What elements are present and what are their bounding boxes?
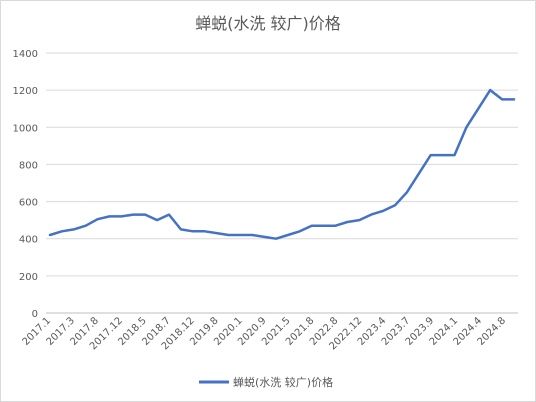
- y-tick-label: 1400: [13, 49, 38, 60]
- y-tick-label: 1000: [13, 123, 38, 134]
- y-tick-label: 1200: [13, 86, 38, 97]
- legend-label: 蝉蜕(水洗 较广)价格: [233, 375, 333, 389]
- plot-series: [48, 88, 516, 240]
- y-tick-label: 0: [32, 309, 38, 320]
- y-tick-label: 600: [19, 198, 38, 209]
- y-axis: 0 200 400 600 800 1000 1200 1400: [13, 49, 38, 320]
- x-axis: 2017.12017.32017.82017.122018.52018.7201…: [21, 315, 509, 352]
- y-tick-label: 400: [19, 235, 38, 246]
- y-tick-label: 200: [19, 272, 38, 283]
- gridlines: [46, 52, 518, 314]
- y-tick-label: 800: [19, 160, 38, 171]
- series-line: [48, 88, 516, 240]
- chart-title: 蝉蜕(水洗 较广)价格: [195, 14, 341, 33]
- legend: 蝉蜕(水洗 较广)价格: [199, 375, 333, 389]
